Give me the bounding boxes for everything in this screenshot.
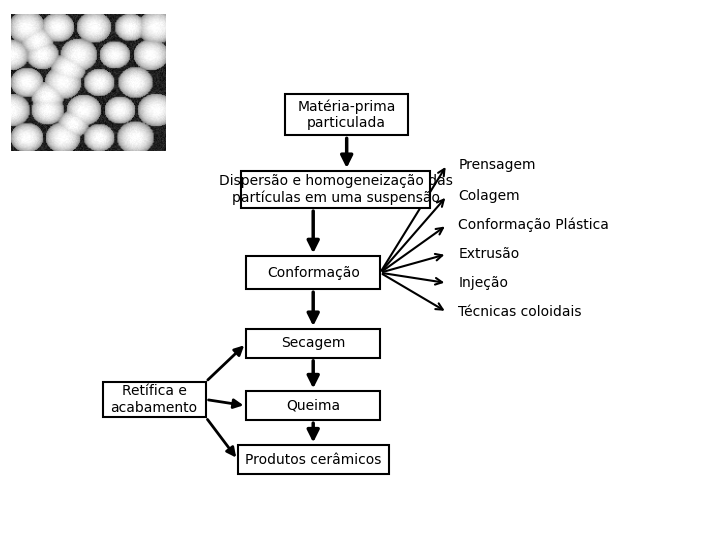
Text: Conformação Plástica: Conformação Plástica bbox=[459, 218, 609, 232]
Text: Retífica e
acabamento: Retífica e acabamento bbox=[111, 384, 198, 415]
Text: Técnicas coloidais: Técnicas coloidais bbox=[459, 305, 582, 319]
Text: Dispersão e homogeneização das
partículas em uma suspensão: Dispersão e homogeneização das partícula… bbox=[219, 174, 452, 205]
Text: Secagem: Secagem bbox=[281, 336, 346, 350]
Text: Prensagem: Prensagem bbox=[459, 158, 536, 172]
Text: Matéria-prima
particulada: Matéria-prima particulada bbox=[297, 99, 396, 130]
FancyBboxPatch shape bbox=[246, 391, 380, 420]
Text: Produtos cerâmicos: Produtos cerâmicos bbox=[245, 453, 382, 467]
Text: Injeção: Injeção bbox=[459, 276, 508, 290]
FancyBboxPatch shape bbox=[285, 94, 408, 136]
FancyBboxPatch shape bbox=[246, 329, 380, 358]
Text: Extrusão: Extrusão bbox=[459, 247, 520, 261]
FancyBboxPatch shape bbox=[102, 382, 206, 417]
FancyBboxPatch shape bbox=[238, 446, 389, 474]
Text: Colagem: Colagem bbox=[459, 189, 520, 203]
FancyBboxPatch shape bbox=[240, 171, 431, 208]
Text: Conformação: Conformação bbox=[267, 266, 359, 280]
FancyBboxPatch shape bbox=[246, 256, 380, 289]
Text: Queima: Queima bbox=[286, 399, 341, 413]
